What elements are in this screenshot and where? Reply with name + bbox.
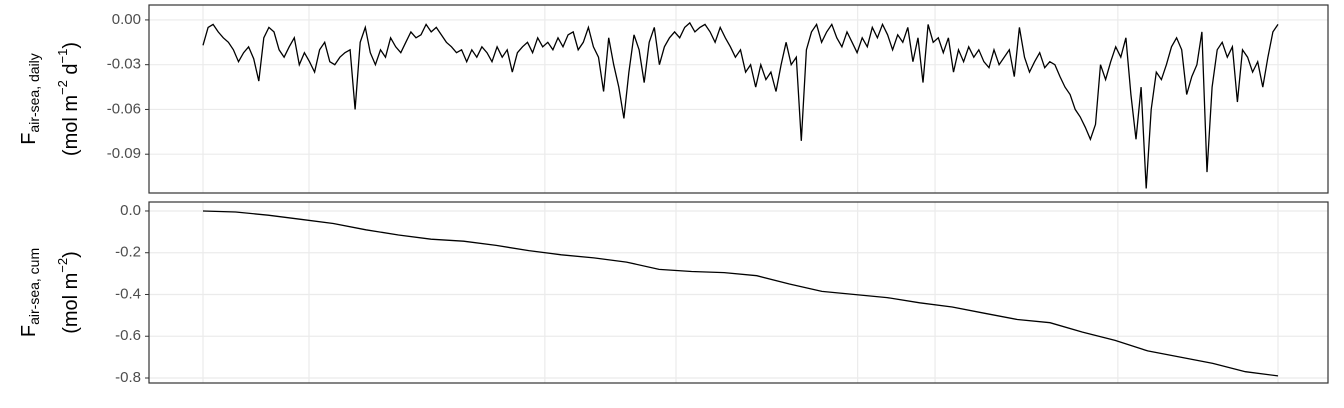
- panel-border: [148, 201, 1329, 384]
- data-line: [202, 210, 1279, 377]
- panel-border: [148, 4, 1329, 194]
- y-axis-superscript: −2: [55, 258, 70, 273]
- y-axis-symbol: F: [18, 325, 40, 337]
- y-axis-unit-part: (mol m: [60, 273, 82, 334]
- y-axis-unit-part: ): [60, 42, 82, 49]
- y-axis-title: Fair-sea, cum: [18, 248, 41, 337]
- y-tick-label: 0.0: [120, 202, 141, 219]
- y-tick-label: -0.03: [107, 56, 141, 73]
- y-tick-label: -0.4: [115, 285, 141, 302]
- y-tick-label: -0.09: [107, 145, 141, 162]
- y-tick-label: 0.00: [112, 11, 141, 28]
- y-tick-label: -0.8: [115, 369, 141, 386]
- y-axis-symbol: F: [18, 133, 40, 145]
- y-axis-unit: (mol m−2): [55, 251, 82, 334]
- y-axis-unit-part: d: [60, 63, 82, 80]
- y-tick-label: -0.06: [107, 100, 141, 117]
- y-tick-label: -0.6: [115, 327, 141, 344]
- y-axis-subscript: air-sea, cum: [26, 248, 42, 325]
- y-axis-unit-part: ): [60, 251, 82, 258]
- y-axis-title: Fair-sea, daily: [18, 53, 41, 145]
- data-line: [202, 21, 1279, 189]
- y-axis-unit: (mol m−2 d−1): [55, 42, 82, 156]
- y-axis-subscript: air-sea, daily: [26, 53, 42, 132]
- y-tick-label: -0.2: [115, 244, 141, 261]
- y-axis-superscript: −1: [55, 49, 70, 64]
- y-axis-superscript: −2: [55, 80, 70, 95]
- y-axis-unit-part: (mol m: [60, 95, 82, 156]
